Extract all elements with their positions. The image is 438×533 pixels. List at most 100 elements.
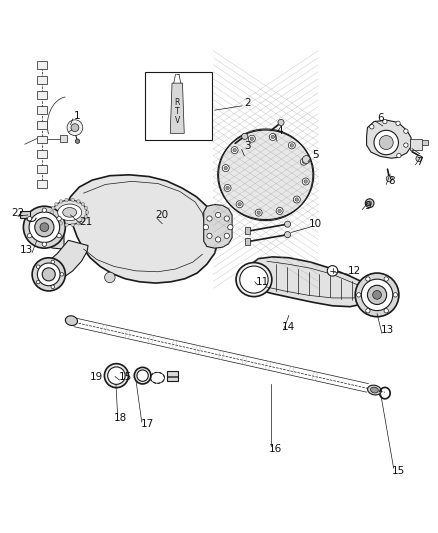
Circle shape [238,203,241,206]
Polygon shape [170,83,184,133]
Polygon shape [64,175,218,283]
Ellipse shape [108,367,125,384]
Circle shape [404,143,408,147]
Text: 10: 10 [308,219,321,229]
Circle shape [59,222,63,225]
Circle shape [288,142,295,149]
Circle shape [85,211,89,214]
Text: 12: 12 [348,266,361,276]
Circle shape [293,196,300,203]
Circle shape [222,165,229,172]
Circle shape [383,119,387,124]
Text: 7: 7 [417,157,423,167]
Ellipse shape [63,207,77,217]
Circle shape [81,219,85,222]
Ellipse shape [58,204,81,221]
Text: 13: 13 [381,325,394,335]
Circle shape [373,290,381,299]
Circle shape [55,219,58,222]
Text: 15: 15 [392,466,405,476]
Circle shape [36,280,40,284]
Circle shape [42,208,46,212]
Ellipse shape [371,387,378,393]
Circle shape [290,143,293,147]
Circle shape [37,263,60,286]
Circle shape [105,272,115,282]
Circle shape [52,206,55,210]
Text: 17: 17 [140,419,154,429]
Bar [37,135,47,143]
Circle shape [60,272,64,276]
Bar [37,180,47,188]
Ellipse shape [65,316,78,326]
Circle shape [71,198,74,201]
Circle shape [75,139,80,143]
Circle shape [32,258,65,291]
Text: 8: 8 [388,176,395,187]
Circle shape [51,260,54,264]
Circle shape [224,184,231,191]
Circle shape [404,129,408,133]
Text: R
T
V: R T V [175,98,180,125]
Circle shape [77,222,80,225]
Circle shape [55,203,58,206]
Circle shape [367,285,387,304]
Circle shape [384,277,389,281]
Circle shape [67,120,83,135]
Circle shape [236,201,243,208]
Text: 15: 15 [119,372,132,382]
Bar [37,61,47,69]
Circle shape [36,265,40,269]
Circle shape [42,242,46,246]
Circle shape [302,160,306,164]
Circle shape [285,231,290,238]
Polygon shape [367,120,411,158]
Bar [37,76,47,84]
Ellipse shape [104,364,128,387]
Bar [37,91,47,99]
Polygon shape [36,210,64,249]
Circle shape [207,216,212,221]
Bar [37,120,47,128]
Circle shape [357,293,361,297]
Circle shape [59,200,63,203]
Circle shape [396,121,400,125]
Polygon shape [219,129,313,221]
Text: 21: 21 [79,217,92,227]
Circle shape [29,212,60,243]
Text: 1: 1 [74,111,81,121]
Circle shape [365,199,374,207]
Circle shape [250,137,254,141]
Circle shape [203,224,208,230]
Bar [410,140,427,145]
Circle shape [384,309,389,313]
Ellipse shape [53,200,87,224]
Circle shape [23,206,65,248]
Bar [60,135,67,142]
Circle shape [355,273,399,317]
Circle shape [231,147,238,154]
Circle shape [366,277,370,281]
Circle shape [233,148,237,152]
Circle shape [77,200,80,203]
Circle shape [65,198,68,201]
Text: 11: 11 [256,277,269,287]
Circle shape [40,223,49,231]
Ellipse shape [137,370,148,381]
Bar [166,372,178,381]
Circle shape [302,156,310,164]
Ellipse shape [240,266,268,293]
Text: 5: 5 [312,150,318,160]
Circle shape [295,198,299,201]
Circle shape [224,233,230,238]
Circle shape [42,268,55,281]
Text: 16: 16 [269,444,283,454]
Bar [245,238,251,245]
Circle shape [278,119,284,125]
Bar [410,140,423,150]
Circle shape [65,223,68,227]
Bar [245,227,251,234]
Text: 19: 19 [90,372,103,382]
Circle shape [416,156,422,161]
Circle shape [35,217,54,237]
